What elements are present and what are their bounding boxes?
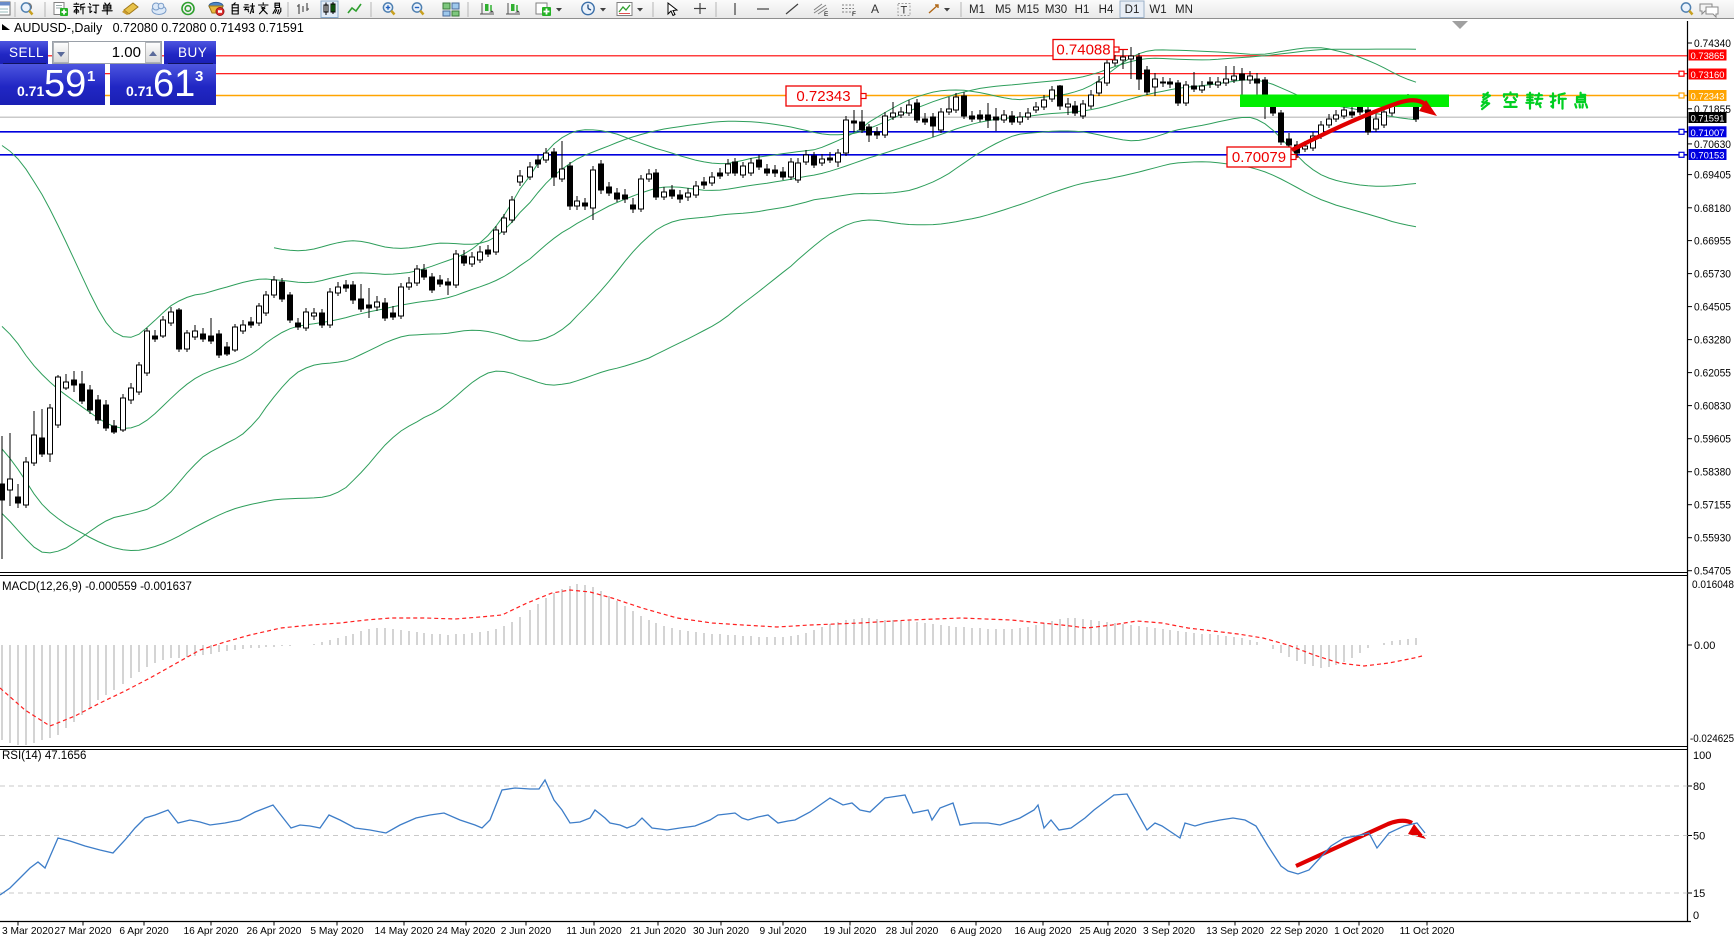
svg-text:0.55930: 0.55930 xyxy=(1694,533,1731,545)
svg-text:0.72343: 0.72343 xyxy=(1691,92,1725,103)
svg-text:W1: W1 xyxy=(1149,4,1166,16)
svg-text:6 Aug 2020: 6 Aug 2020 xyxy=(950,926,1002,937)
svg-text:0.016048: 0.016048 xyxy=(1692,579,1734,591)
svg-text:D1: D1 xyxy=(1125,4,1140,16)
svg-text:27 Mar 2020: 27 Mar 2020 xyxy=(54,926,112,937)
svg-text:80: 80 xyxy=(1693,781,1705,793)
svg-text:0.69405: 0.69405 xyxy=(1694,170,1731,182)
svg-text:0.73865: 0.73865 xyxy=(1691,51,1725,62)
svg-text:M15: M15 xyxy=(1017,4,1039,16)
svg-text:M5: M5 xyxy=(995,4,1011,16)
svg-text:26 Apr 2020: 26 Apr 2020 xyxy=(247,926,302,937)
svg-text:16 Apr 2020: 16 Apr 2020 xyxy=(184,926,239,937)
svg-text:28 Jul 2020: 28 Jul 2020 xyxy=(886,926,939,937)
svg-text:RSI(14) 47.1656: RSI(14) 47.1656 xyxy=(2,750,86,762)
svg-text:13 Sep 2020: 13 Sep 2020 xyxy=(1206,926,1264,937)
svg-text:0.64505: 0.64505 xyxy=(1694,302,1731,314)
svg-text:9 Jul 2020: 9 Jul 2020 xyxy=(759,926,806,937)
svg-text:11 Oct 2020: 11 Oct 2020 xyxy=(1400,926,1455,937)
svg-text:3 Mar 2020: 3 Mar 2020 xyxy=(2,926,54,937)
svg-text:30 Jun 2020: 30 Jun 2020 xyxy=(693,926,749,937)
svg-text:16 Aug 2020: 16 Aug 2020 xyxy=(1014,926,1072,937)
svg-text:15: 15 xyxy=(1693,888,1705,900)
svg-text:0.63280: 0.63280 xyxy=(1694,335,1731,347)
svg-text:0.71591: 0.71591 xyxy=(1691,114,1725,125)
svg-text:A: A xyxy=(871,2,879,16)
svg-text:2 Jun 2020: 2 Jun 2020 xyxy=(501,926,552,937)
svg-text:E: E xyxy=(824,11,829,18)
svg-text:14 May 2020: 14 May 2020 xyxy=(375,926,434,937)
svg-text:100: 100 xyxy=(1693,750,1711,762)
svg-text:0.70630: 0.70630 xyxy=(1694,139,1731,151)
svg-text:0.00: 0.00 xyxy=(1694,640,1715,652)
svg-text:0.59605: 0.59605 xyxy=(1694,434,1731,446)
svg-text:MACD(12,26,9) -0.000559 -0.001: MACD(12,26,9) -0.000559 -0.001637 xyxy=(2,581,192,593)
svg-text:0.74340: 0.74340 xyxy=(1694,38,1731,50)
svg-text:19 Jul 2020: 19 Jul 2020 xyxy=(824,926,877,937)
svg-text:0.58380: 0.58380 xyxy=(1694,467,1731,479)
svg-text:0: 0 xyxy=(1693,910,1699,922)
svg-text:T: T xyxy=(901,5,908,17)
svg-text:-0.024625: -0.024625 xyxy=(1690,733,1734,745)
svg-text:0.60830: 0.60830 xyxy=(1694,401,1731,413)
svg-text:24 May 2020: 24 May 2020 xyxy=(437,926,496,937)
svg-text:0.70079: 0.70079 xyxy=(1232,149,1286,166)
svg-text:5 May 2020: 5 May 2020 xyxy=(310,926,364,937)
svg-text:1 Oct 2020: 1 Oct 2020 xyxy=(1334,926,1384,937)
svg-text:3 Sep 2020: 3 Sep 2020 xyxy=(1143,926,1195,937)
svg-text:6 Apr 2020: 6 Apr 2020 xyxy=(119,926,169,937)
svg-text:AUDUSD-,Daily 0.72080 0.7208: AUDUSD-,Daily 0.72080 0.72080 0.71493 0.… xyxy=(14,21,304,35)
svg-text:22 Sep 2020: 22 Sep 2020 xyxy=(1270,926,1328,937)
svg-text:50: 50 xyxy=(1693,831,1705,843)
svg-text:M30: M30 xyxy=(1045,4,1067,16)
svg-text:0.66955: 0.66955 xyxy=(1694,236,1731,248)
svg-text:0.74088: 0.74088 xyxy=(1056,42,1110,59)
svg-text:0.71007: 0.71007 xyxy=(1691,128,1725,139)
svg-text:H1: H1 xyxy=(1075,4,1090,16)
svg-text:25 Aug 2020: 25 Aug 2020 xyxy=(1079,926,1137,937)
svg-text:0.65730: 0.65730 xyxy=(1694,269,1731,281)
svg-text:0.70153: 0.70153 xyxy=(1691,151,1725,162)
svg-text:MN: MN xyxy=(1175,4,1193,16)
svg-text:21 Jun 2020: 21 Jun 2020 xyxy=(630,926,686,937)
svg-text:H4: H4 xyxy=(1099,4,1114,16)
svg-text:0.57155: 0.57155 xyxy=(1694,500,1731,512)
svg-text:M1: M1 xyxy=(969,4,985,16)
svg-text:0.73160: 0.73160 xyxy=(1691,70,1725,81)
svg-text:11 Jun 2020: 11 Jun 2020 xyxy=(566,926,622,937)
svg-text:0.54705: 0.54705 xyxy=(1694,566,1731,578)
svg-text:0.72343: 0.72343 xyxy=(796,88,850,105)
svg-text:F: F xyxy=(852,11,856,18)
svg-text:0.68180: 0.68180 xyxy=(1694,203,1731,215)
svg-text:0.62055: 0.62055 xyxy=(1694,368,1731,380)
